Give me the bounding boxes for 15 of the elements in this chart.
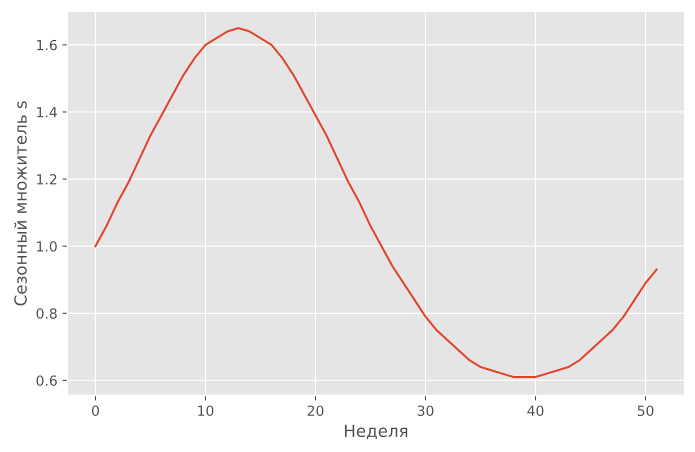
x-tick-label: 50 [638,405,654,416]
y-tick-label: 1.2 [37,174,56,184]
x-tick-label: 0 [92,405,99,416]
y-tick-label: 1.4 [37,107,57,118]
y-tick-label: 0.6 [36,375,57,386]
x-tick-label: 30 [418,405,434,416]
y-axis-title: Сезонный множитель s [14,101,27,306]
y-tick-label: 1.0 [37,241,57,252]
y-tick-label: 1.6 [37,40,57,50]
x-axis-title: Неделя [345,424,408,440]
x-tick-label: 20 [308,405,324,416]
y-tick-label: 0.8 [36,308,57,319]
line-series [94,27,658,378]
x-tick-label: 40 [527,405,544,416]
x-tick-label: 10 [198,405,214,416]
